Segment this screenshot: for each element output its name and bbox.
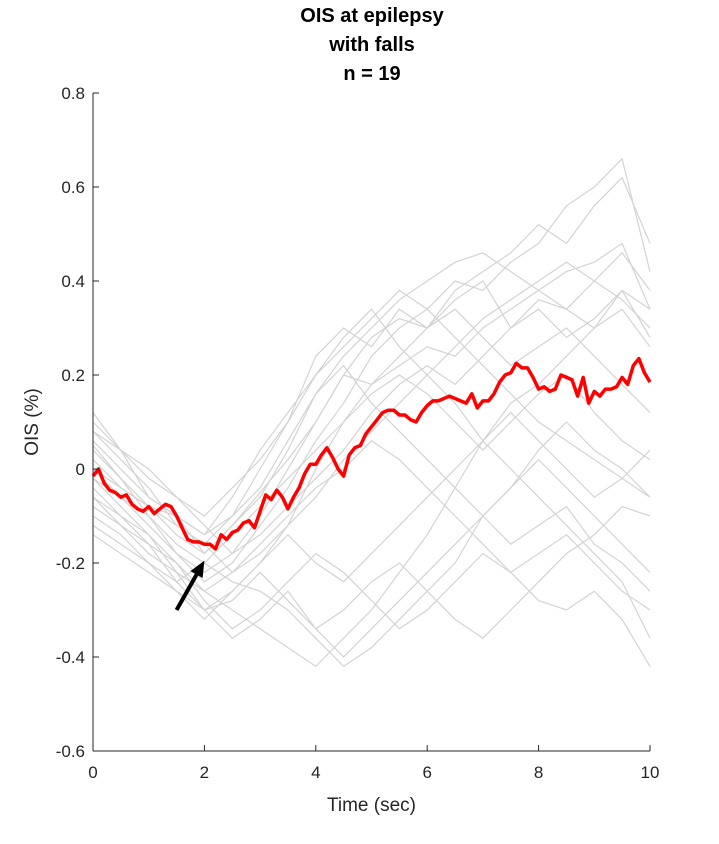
x-tick-label: 8 xyxy=(534,763,543,782)
y-tick-label: 0.4 xyxy=(61,272,85,291)
y-axis-label: OIS (%) xyxy=(22,388,43,456)
mean-series-group xyxy=(91,356,652,551)
individual-series-line-1 xyxy=(92,176,651,555)
individual-series-line-11 xyxy=(92,458,651,658)
individual-series-line-19 xyxy=(92,440,651,611)
individual-series-line-13 xyxy=(92,374,651,583)
y-tick-label: 0.6 xyxy=(61,178,85,197)
individual-series-line-6 xyxy=(92,421,651,668)
individual-series-line-15 xyxy=(92,308,651,574)
individual-series-line-17 xyxy=(92,411,651,621)
y-tick-label: -0.6 xyxy=(56,742,85,761)
individual-series-line-2 xyxy=(92,157,651,583)
individual-series-line-12 xyxy=(92,289,651,517)
x-tick-label: 2 xyxy=(200,763,209,782)
individual-series-group xyxy=(92,157,651,668)
x-tick-label: 6 xyxy=(422,763,431,782)
x-tick-label: 4 xyxy=(311,763,320,782)
y-tick-label: 0.8 xyxy=(61,84,85,103)
annotation-arrow-shaft xyxy=(174,573,199,611)
x-tick-label: 10 xyxy=(641,763,660,782)
chart-title-line-3: n = 19 xyxy=(343,63,401,85)
individual-series-line-10 xyxy=(92,308,651,639)
x-tick-label: 0 xyxy=(88,763,97,782)
mean-series-line xyxy=(91,356,652,551)
individual-series-line-18 xyxy=(92,251,651,536)
x-axis-label: Time (sec) xyxy=(327,795,416,816)
chart-title-line-1: OIS at epilepsy xyxy=(300,5,444,27)
y-tick-label: -0.4 xyxy=(56,648,85,667)
individual-series-line-5 xyxy=(92,308,651,668)
annotation-arrow-head xyxy=(190,560,205,578)
y-tick-label: -0.2 xyxy=(56,554,85,573)
y-tick-label: 0.2 xyxy=(61,366,85,385)
y-tick-label: 0 xyxy=(76,460,85,479)
annotation-group xyxy=(174,560,205,611)
axes-group: -0.6 -0.4 -0.2 0 0.2 0.4 0.6 0.8 0 2 4 6 8 10 xyxy=(56,84,660,782)
chart-title-line-2: with falls xyxy=(329,34,415,56)
individual-series-line-8 xyxy=(92,364,651,592)
individual-series-line-16 xyxy=(92,289,651,555)
